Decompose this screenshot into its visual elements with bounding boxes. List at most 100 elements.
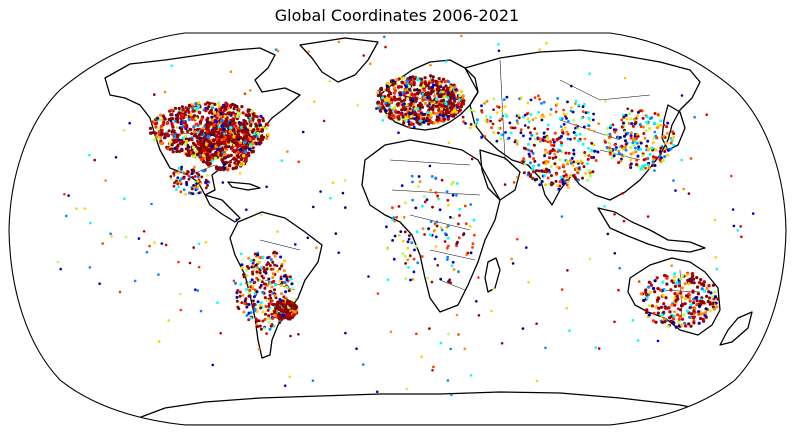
coordinate-point — [273, 288, 276, 292]
coordinate-point — [683, 321, 687, 325]
coordinate-point — [613, 320, 616, 324]
coordinate-point — [542, 100, 546, 104]
coordinate-point — [454, 110, 458, 114]
coordinate-point — [411, 180, 414, 184]
coordinate-point — [503, 105, 507, 109]
coordinate-point — [197, 265, 201, 269]
coordinate-point — [258, 123, 262, 127]
coordinate-point — [468, 126, 472, 130]
coordinate-point — [570, 156, 574, 160]
coordinate-point — [170, 132, 175, 136]
coordinate-point — [185, 139, 189, 144]
coordinate-point — [433, 257, 437, 261]
coordinate-point — [245, 273, 249, 277]
coordinate-point — [210, 118, 214, 122]
coordinate-point — [176, 176, 180, 180]
coordinate-point — [259, 327, 263, 331]
coordinate-point — [208, 140, 212, 145]
coordinate-point — [480, 104, 483, 108]
coordinate-point — [154, 131, 158, 135]
coordinate-point — [431, 89, 435, 93]
coordinate-point — [265, 332, 268, 335]
coordinate-point — [411, 277, 415, 281]
coordinate-point — [159, 124, 163, 129]
coordinate-point — [266, 283, 270, 287]
coordinate-point — [557, 187, 561, 191]
coordinate-point — [704, 307, 708, 311]
coordinate-point — [220, 124, 224, 128]
coordinate-point — [444, 89, 448, 93]
coordinate-point — [554, 179, 558, 183]
coordinate-point — [393, 89, 398, 93]
coordinate-point — [680, 295, 684, 299]
coordinate-point — [446, 117, 450, 121]
coordinate-point — [627, 121, 631, 125]
coordinate-point — [278, 313, 283, 318]
coordinate-point — [248, 113, 252, 117]
coordinate-point — [523, 124, 527, 127]
coordinate-point — [560, 117, 564, 121]
coordinate-point — [653, 169, 656, 172]
coordinate-point — [434, 191, 438, 195]
coordinate-point — [613, 213, 616, 216]
coordinate-point — [405, 387, 409, 391]
coordinate-point — [662, 123, 666, 127]
coordinate-point — [137, 237, 141, 240]
coordinate-point — [257, 319, 261, 323]
coordinate-point — [649, 281, 652, 285]
coordinate-point — [391, 218, 394, 222]
coordinate-point — [200, 175, 204, 179]
coordinate-point — [541, 139, 545, 142]
coordinate-point — [261, 319, 265, 323]
coordinate-point — [200, 129, 204, 134]
coordinate-point — [191, 109, 195, 113]
coordinate-point — [393, 98, 397, 102]
coordinate-point — [561, 180, 565, 184]
coordinate-point — [447, 141, 451, 145]
coordinate-point — [172, 184, 176, 188]
coordinate-point — [165, 122, 169, 126]
coordinate-point — [527, 280, 530, 284]
coordinate-point — [529, 131, 532, 135]
coordinate-point — [423, 96, 427, 100]
coordinate-point — [473, 123, 477, 127]
coordinate-point — [409, 121, 413, 125]
coordinate-point — [418, 122, 422, 126]
coordinate-point — [460, 102, 464, 106]
coordinate-point — [457, 222, 460, 226]
coordinate-point — [176, 135, 180, 139]
coordinate-point — [398, 233, 401, 237]
coordinate-point — [422, 117, 426, 121]
coordinate-point — [410, 174, 414, 178]
coordinate-point — [175, 188, 178, 192]
coordinate-point — [672, 143, 676, 147]
coordinate-point — [434, 112, 438, 116]
coordinate-point — [379, 109, 383, 113]
coordinate-point — [232, 156, 236, 161]
coordinate-point — [211, 363, 215, 367]
coordinate-point — [620, 144, 624, 148]
coordinate-point — [177, 260, 180, 264]
coordinate-point — [201, 153, 206, 158]
coordinate-point — [334, 232, 338, 235]
coordinate-point — [276, 49, 280, 53]
coordinate-point — [450, 264, 454, 268]
coordinate-point — [266, 133, 270, 137]
coordinate-point — [653, 121, 656, 125]
coordinate-point — [506, 137, 510, 141]
coordinate-point — [178, 141, 182, 145]
coordinate-point — [485, 99, 489, 103]
coordinate-point — [397, 205, 401, 208]
coordinate-point — [626, 131, 630, 135]
coordinate-point — [179, 190, 183, 194]
coordinate-point — [522, 146, 526, 150]
arabian-peninsula-outline — [479, 149, 521, 201]
coordinate-point — [244, 145, 248, 149]
coordinate-point — [242, 275, 246, 279]
coordinate-point — [175, 126, 179, 129]
coordinate-point — [170, 124, 175, 128]
coordinate-point — [206, 134, 211, 139]
coordinate-point — [638, 109, 642, 113]
coordinate-point — [400, 184, 404, 188]
coordinate-point — [665, 282, 669, 286]
